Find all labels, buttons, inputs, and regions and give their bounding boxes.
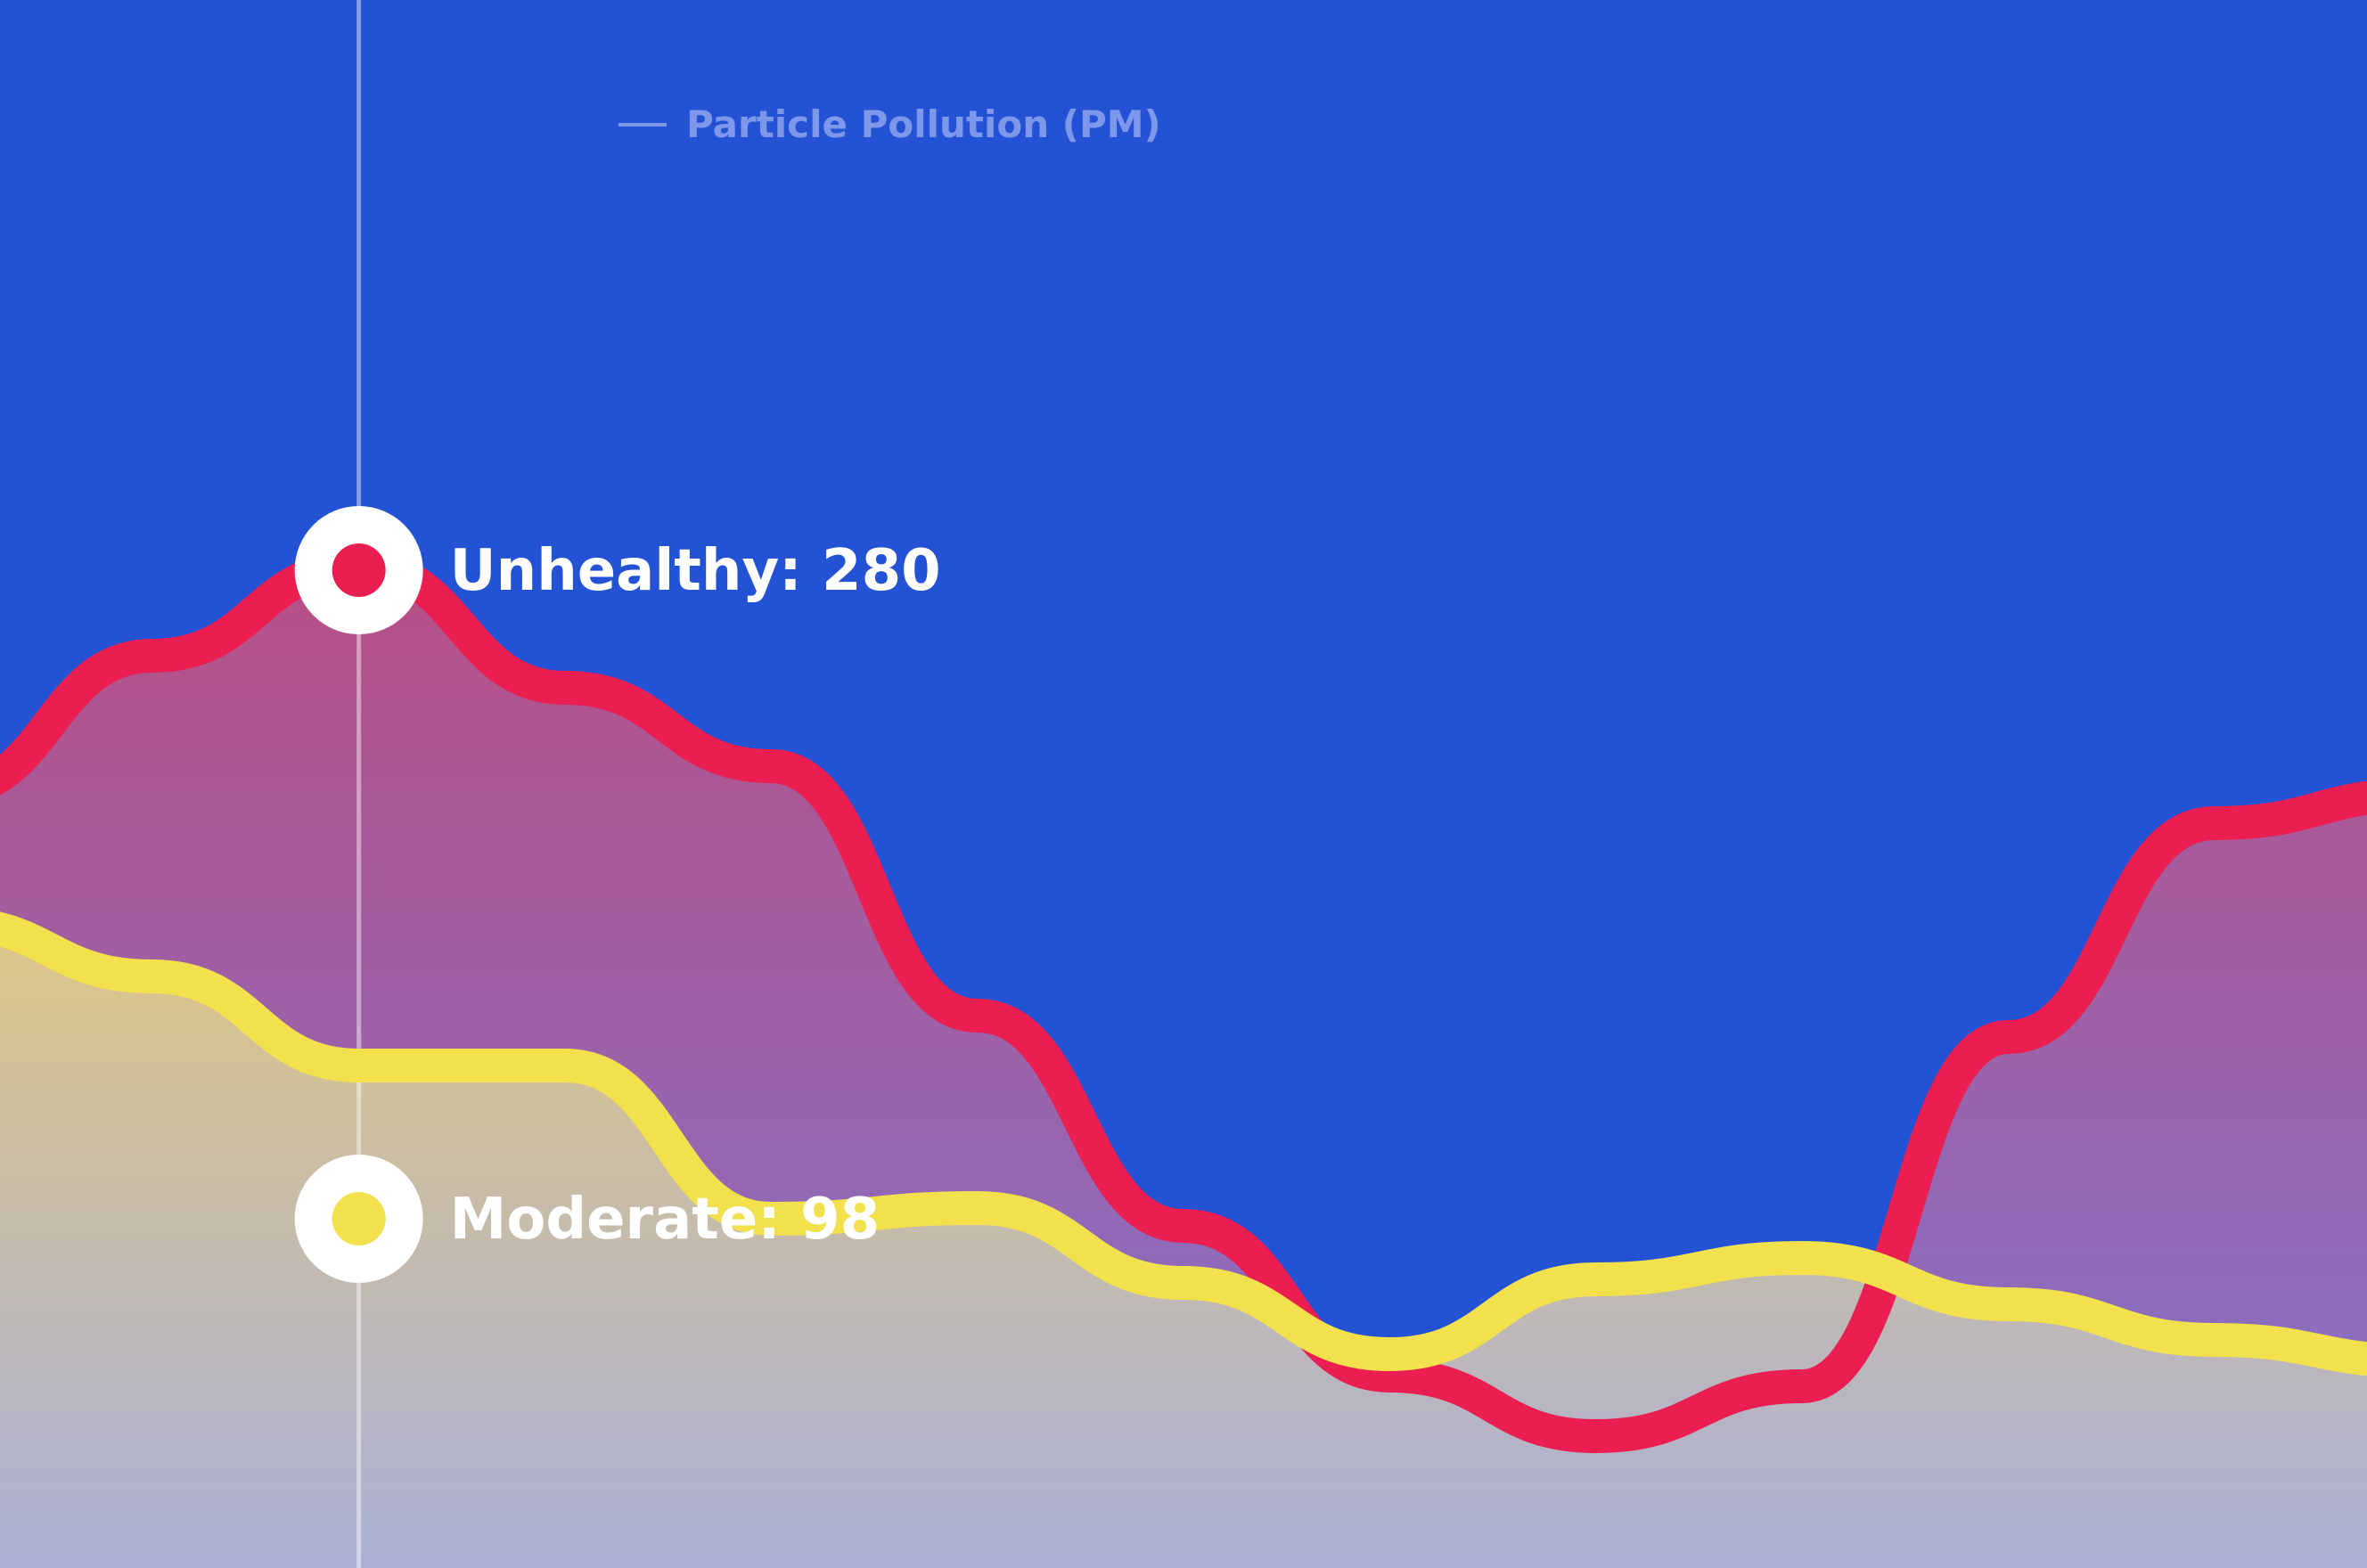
legend-label: Particle Pollution (PM) <box>686 102 1161 146</box>
moderate-marker-dot <box>332 1192 386 1245</box>
moderate-line <box>0 911 2367 1376</box>
unhealthy-callout-label: Unhealthy: 280 <box>450 538 941 604</box>
moderate-callout-label: Moderate: 98 <box>450 1187 880 1253</box>
legend: Particle Pollution (PM) <box>618 102 1161 146</box>
moderate-area <box>0 928 2367 1568</box>
unhealthy-marker-dot <box>332 543 386 597</box>
